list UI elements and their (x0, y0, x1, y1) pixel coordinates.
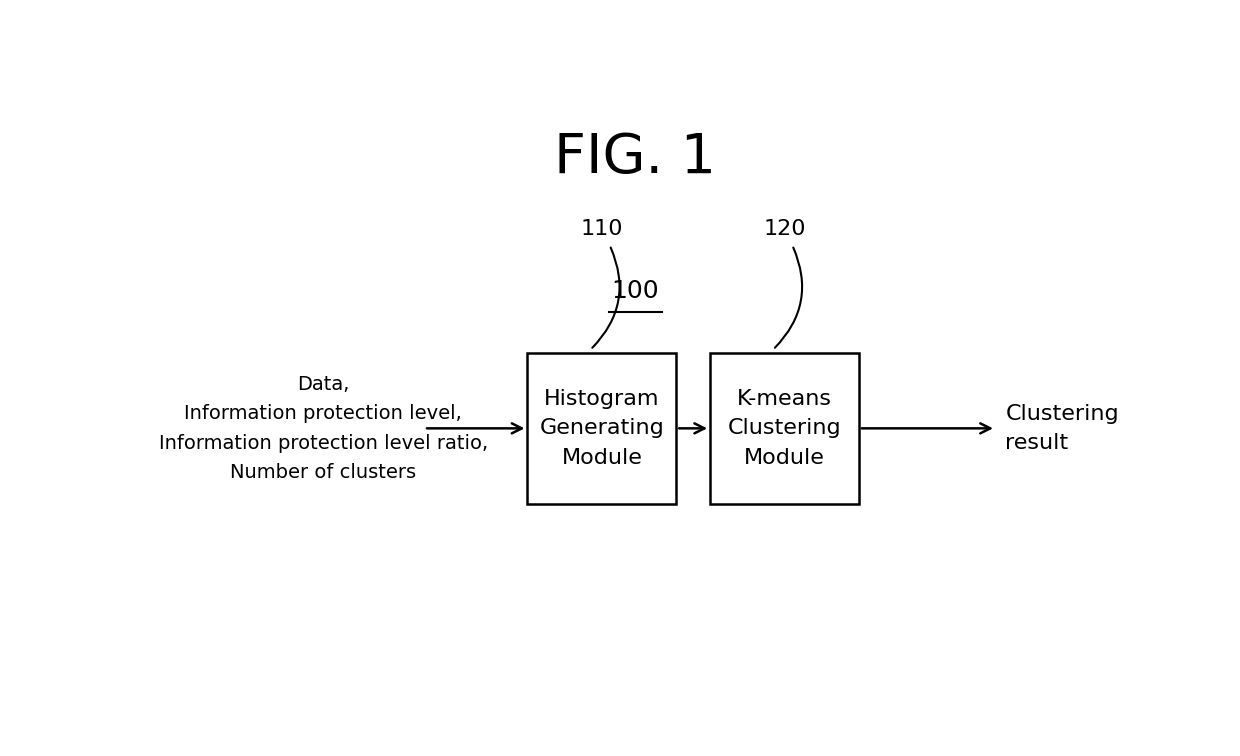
Text: 100: 100 (611, 279, 660, 303)
Text: Data,
Information protection level,
Information protection level ratio,
Number o: Data, Information protection level, Info… (159, 375, 487, 482)
Text: 110: 110 (580, 219, 624, 239)
Text: K-means
Clustering
Module: K-means Clustering Module (728, 389, 841, 468)
Bar (711, 352, 859, 504)
Text: Histogram
Generating
Module: Histogram Generating Module (539, 389, 665, 468)
Bar (527, 352, 676, 504)
Text: FIG. 1: FIG. 1 (554, 132, 717, 185)
Text: Clustering
result: Clustering result (1006, 404, 1120, 453)
Text: 120: 120 (763, 219, 806, 239)
